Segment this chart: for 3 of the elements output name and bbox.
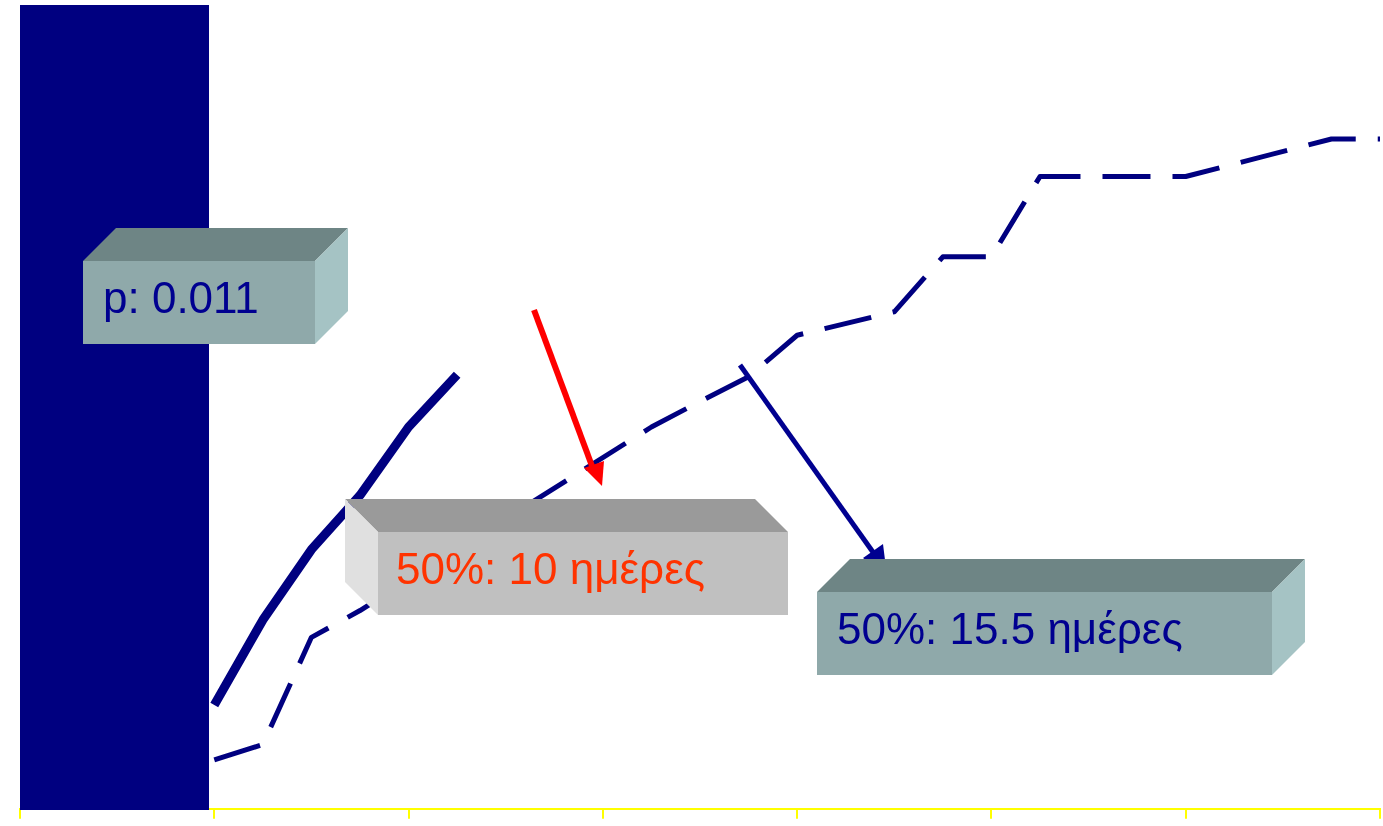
annotation: 50%: 10 ημέρες <box>396 544 705 594</box>
annotation: p: 0.011 <box>103 273 259 323</box>
annotation: 50%: 15.5 ημέρες <box>837 604 1183 654</box>
